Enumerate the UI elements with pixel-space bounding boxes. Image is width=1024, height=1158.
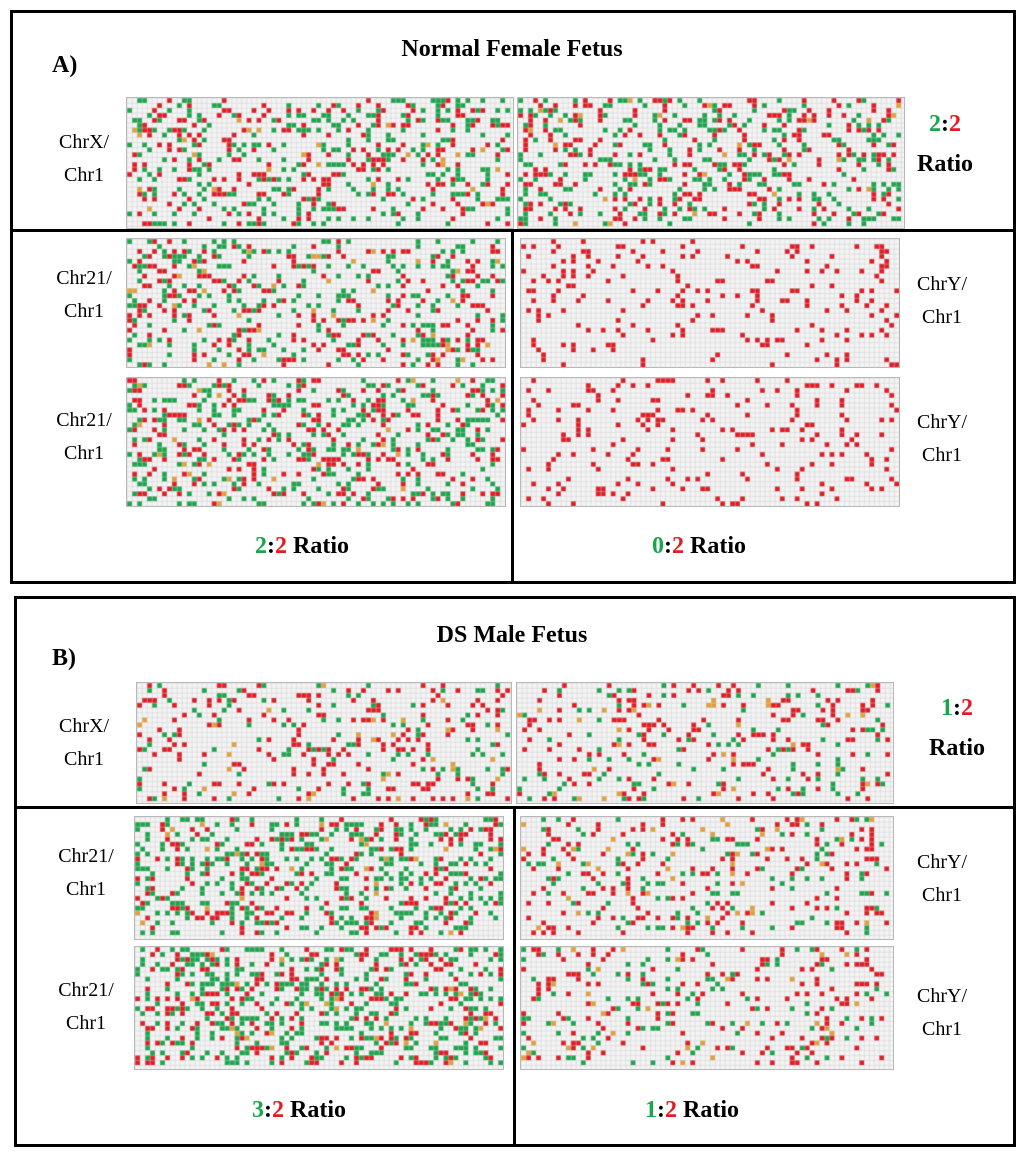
panel-b-chry-plate-bottom — [520, 946, 894, 1070]
ratio-green-value: 0 — [652, 533, 664, 559]
ratio-red-value: 2 — [672, 533, 684, 559]
panel-b-chry-label-top: ChrY/ Chr1 — [917, 851, 967, 906]
panel-a-chrx-plate-right — [517, 97, 905, 229]
ratio-red-value: 2 — [275, 533, 287, 559]
panel-a-chr21-ratio: 2:2 Ratio — [255, 533, 349, 560]
panel-a-chry-plate-bottom — [520, 377, 900, 507]
ratio-red-value: 2 — [665, 1097, 677, 1123]
panel-b-chr21-label-top: Chr21/ Chr1 — [58, 845, 114, 900]
ratio-green-value: 2 — [255, 533, 267, 559]
ratio-separator: : — [953, 695, 961, 721]
ratio-separator: : — [267, 533, 275, 559]
panel-a-chr21-plate-bottom — [126, 377, 506, 507]
ratio-separator: : — [657, 1097, 665, 1123]
ratio-red-value: 2 — [949, 111, 961, 137]
ratio-green-value: 3 — [252, 1097, 264, 1123]
ratio-word: Ratio — [683, 1097, 739, 1123]
ratio-green-value: 1 — [941, 695, 953, 721]
panel-a-chrx-plate-left — [126, 97, 514, 229]
panel-a-chrx-label: ChrX/ Chr1 — [59, 131, 109, 186]
panel-a-divider-vertical — [511, 229, 514, 584]
panel-a-chry-label-bottom: ChrY/ Chr1 — [917, 411, 967, 466]
panel-b-chr21-plate-top — [134, 816, 504, 940]
panel-b-chrx-plate-left — [136, 682, 512, 804]
panel-a-chry-ratio: 0:2 Ratio — [652, 533, 746, 560]
panel-a-chrx-ratio: 2:2 Ratio — [900, 104, 990, 184]
ratio-word: Ratio — [290, 1097, 346, 1123]
ratio-word: Ratio — [690, 533, 746, 559]
panel-b-chrx-label: ChrX/ Chr1 — [59, 715, 109, 770]
ratio-word: Ratio — [929, 735, 985, 761]
panel-b-chrx-plate-right — [516, 682, 894, 804]
panel-a-chr21-label-bottom: Chr21/ Chr1 — [56, 409, 112, 464]
ratio-green-value: 2 — [929, 111, 941, 137]
panel-a-chr21-plate-top — [126, 238, 506, 368]
ratio-word: Ratio — [917, 151, 973, 177]
panel-b-title: DS Male Fetus — [436, 622, 588, 648]
ratio-word: Ratio — [293, 533, 349, 559]
panel-a-chr21-label-top: Chr21/ Chr1 — [56, 267, 112, 322]
panel-b-chry-plate-top — [520, 816, 894, 940]
ratio-separator: : — [264, 1097, 272, 1123]
panel-a-chry-plate-top — [520, 238, 900, 368]
panel-b-letter: B) — [52, 645, 76, 671]
panel-b-chr21-ratio: 3:2 Ratio — [252, 1097, 346, 1124]
ratio-red-value: 2 — [272, 1097, 284, 1123]
panel-b-chry-label-bottom: ChrY/ Chr1 — [917, 985, 967, 1040]
ratio-separator: : — [941, 111, 949, 137]
panel-a-title: Normal Female Fetus — [401, 36, 623, 62]
ratio-green-value: 1 — [645, 1097, 657, 1123]
panel-b-chr21-plate-bottom — [134, 946, 504, 1070]
ratio-separator: : — [664, 533, 672, 559]
ratio-red-value: 2 — [961, 695, 973, 721]
panel-b-chry-ratio: 1:2 Ratio — [645, 1097, 739, 1124]
panel-b-chrx-ratio: 1:2 Ratio — [912, 688, 1002, 768]
panel-b-divider-vertical — [513, 806, 516, 1147]
panel-a-letter: A) — [52, 52, 78, 78]
panel-b-chr21-label-bottom: Chr21/ Chr1 — [58, 979, 114, 1034]
panel-a-chry-label-top: ChrY/ Chr1 — [917, 273, 967, 328]
